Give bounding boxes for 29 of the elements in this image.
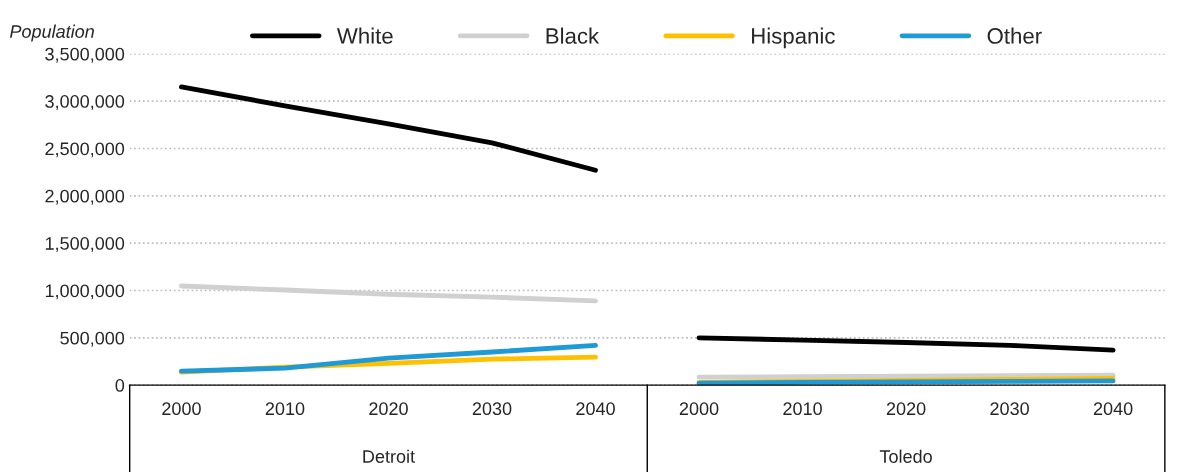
x-tick-label: 2010 bbox=[783, 402, 822, 416]
x-tick-label: 2040 bbox=[576, 402, 615, 416]
x-tick-label: 2030 bbox=[990, 402, 1029, 416]
y-tick-label: 2,500,000 bbox=[45, 142, 125, 158]
line-series bbox=[696, 335, 1116, 353]
text: Toledo bbox=[879, 449, 932, 463]
y-tick-label: 3,000,000 bbox=[45, 95, 125, 110]
legend-label: Hispanic bbox=[752, 27, 835, 49]
y-tick-label: 0 bbox=[115, 379, 125, 392]
y-tick-label: 3,500,000 bbox=[45, 47, 125, 63]
legend-label: Black bbox=[546, 27, 600, 44]
y-tick-label: 1,000,000 bbox=[45, 284, 125, 300]
x-tick-label: 2010 bbox=[265, 402, 305, 416]
x-tick-label: 2040 bbox=[1093, 402, 1133, 416]
legend-label: Other bbox=[987, 27, 1042, 44]
line-series bbox=[179, 342, 598, 374]
y-tick-label: 1,500,000 bbox=[45, 237, 125, 252]
x-tick-label: 2020 bbox=[886, 402, 926, 416]
x-tick-label: 2000 bbox=[162, 402, 201, 416]
line-series bbox=[179, 283, 598, 304]
legend-label: White bbox=[336, 27, 393, 44]
line-series bbox=[179, 84, 598, 173]
x-tick-label: 2000 bbox=[679, 402, 719, 416]
text: Detroit bbox=[363, 449, 415, 463]
x-tick-label: 2020 bbox=[369, 402, 408, 416]
y-axis-title: Population bbox=[9, 24, 94, 42]
y-tick-label: 2,000,000 bbox=[45, 189, 125, 205]
y-tick-label: 500,000 bbox=[60, 331, 125, 347]
x-tick-label: 2030 bbox=[472, 402, 512, 416]
